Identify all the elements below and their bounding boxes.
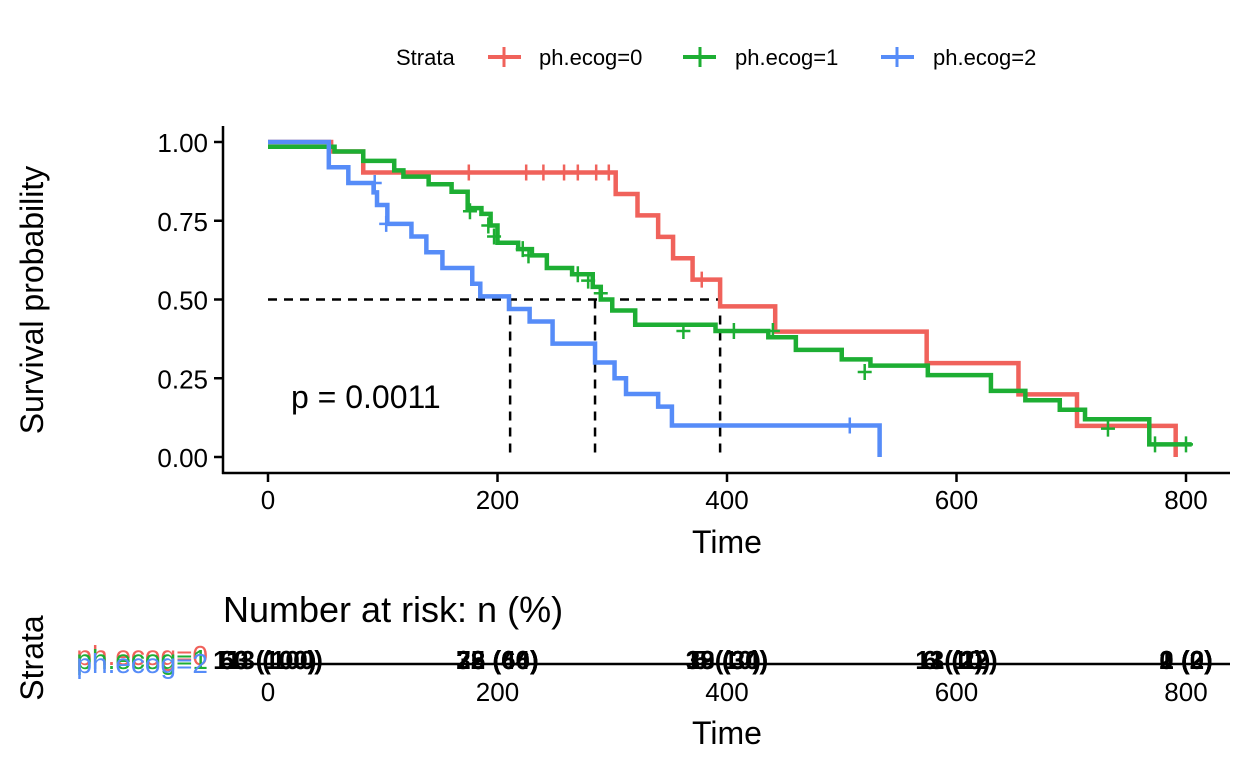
- censor-mark: [581, 272, 596, 289]
- survival-curve-ecog2: [268, 139, 882, 457]
- censor-mark: [765, 323, 780, 339]
- y-tick-label: 0.50: [157, 286, 208, 316]
- legend-item-ecog0: ph.ecog=0: [488, 45, 642, 70]
- risk-cell: 75 (66): [456, 645, 538, 675]
- censor-mark: [1100, 420, 1115, 437]
- risk-table-title: Number at risk: n (%): [223, 589, 563, 630]
- p-value-annotation: p = 0.0011: [291, 379, 441, 415]
- risk-x-tick-label: 800: [1164, 677, 1207, 707]
- censor-mark: [461, 164, 476, 181]
- legend-label-ecog2: ph.ecog=2: [933, 45, 1036, 70]
- risk-cell: 38 (60): [456, 645, 538, 675]
- censor-mark: [570, 164, 585, 181]
- censor-mark: [557, 164, 572, 181]
- risk-cell: 50 (100): [220, 645, 317, 675]
- y-tick-label: 0.00: [157, 443, 208, 473]
- x-tick-label: 0: [261, 485, 275, 515]
- censor-mark: [1148, 436, 1163, 453]
- risk-cell: 2 (2): [1159, 645, 1212, 675]
- censor-mark: [842, 417, 857, 434]
- risk-cell: 113 (100): [213, 645, 323, 675]
- risk-x-tick-label: 600: [935, 677, 978, 707]
- risk-row-label-ecog0: ph.ecog=0: [76, 640, 208, 671]
- censor-mark: [589, 164, 604, 181]
- risk-cell: 5 (10): [693, 645, 761, 675]
- risk-row-label-ecog2: ph.ecog=2: [76, 648, 208, 679]
- censor-mark: [536, 164, 551, 181]
- legend-item-ecog1: ph.ecog=1: [683, 45, 838, 70]
- y-tick-label: 1.00: [157, 128, 208, 158]
- survival-curves: [268, 139, 1193, 457]
- risk-cell: 13 (12): [915, 645, 997, 675]
- legend-label-ecog1: ph.ecog=1: [735, 45, 838, 70]
- y-tick-label: 0.75: [157, 207, 208, 237]
- censor-mark: [857, 363, 872, 380]
- censor-mark: [601, 164, 616, 181]
- median-reference-lines: [268, 298, 722, 457]
- x-tick-label: 600: [935, 485, 978, 515]
- x-tick-label: 800: [1164, 485, 1207, 515]
- x-tick-label: 400: [705, 485, 748, 515]
- risk-x-axis-title: Time: [692, 715, 762, 751]
- y-axis-title: Survival probability: [14, 166, 50, 435]
- y-tick-label: 0.25: [157, 364, 208, 394]
- risk-table-cells: 63 (100) 38 (60) 19 (30) 6 (10) 1 (2)113 (10…: [213, 645, 1213, 675]
- survival-plot: 0.00 0.25 0.50 0.75 1.00 0 200 400 600 800 Survi…: [14, 126, 1230, 560]
- risk-row-label-ecog1: ph.ecog=1: [76, 644, 208, 675]
- x-tick-label: 200: [476, 485, 519, 515]
- legend-title: Strata: [396, 45, 455, 70]
- censor-mark: [1179, 436, 1193, 453]
- risk-cell: 1 (2): [930, 645, 983, 675]
- x-axis-ticks: 0 200 400 600 800: [261, 473, 1208, 515]
- risk-cell: 63 (100): [220, 645, 317, 675]
- censor-mark: [521, 247, 536, 264]
- censor-mark: [726, 323, 741, 339]
- censor-mark: [462, 203, 477, 220]
- risk-x-tick-label: 400: [705, 677, 748, 707]
- risk-x-tick-label: 200: [476, 677, 519, 707]
- survival-curve-ecog1: [268, 144, 1192, 447]
- censor-mark: [487, 228, 502, 245]
- risk-table-y-title: Strata: [14, 615, 50, 701]
- censor-mark: [570, 266, 585, 283]
- risk-x-tick-label: 0: [261, 677, 275, 707]
- legend: Strata ph.ecog=0 ph.ecog=1 ph.ecog=2: [396, 45, 1036, 70]
- risk-cell: 38 (34): [686, 645, 768, 675]
- censor-mark: [694, 271, 709, 288]
- censor-mark: [367, 174, 382, 191]
- censor-mark: [593, 285, 608, 302]
- risk-x-axis-ticks: 0 200 400 600 800: [261, 677, 1208, 707]
- risk-cell: 19 (30): [686, 645, 768, 675]
- y-axis-ticks: 0.00 0.25 0.50 0.75 1.00: [157, 128, 223, 473]
- censor-mark: [379, 215, 394, 232]
- legend-label-ecog0: ph.ecog=0: [539, 45, 642, 70]
- risk-cell: 1 (2): [1159, 645, 1212, 675]
- censor-mark: [481, 217, 496, 234]
- risk-cell: 0 (0): [1159, 645, 1212, 675]
- x-axis-title: Time: [692, 524, 762, 560]
- legend-item-ecog2: ph.ecog=2: [881, 45, 1036, 70]
- censor-mark: [676, 323, 691, 339]
- censor-mark: [519, 164, 534, 181]
- risk-cell: 22 (44): [456, 645, 538, 675]
- risk-cell: 6 (10): [923, 645, 991, 675]
- survival-curve-ecog0: [268, 139, 1178, 457]
- risk-table: Number at risk: n (%) Strata ph.ecog=0 p…: [14, 589, 1230, 751]
